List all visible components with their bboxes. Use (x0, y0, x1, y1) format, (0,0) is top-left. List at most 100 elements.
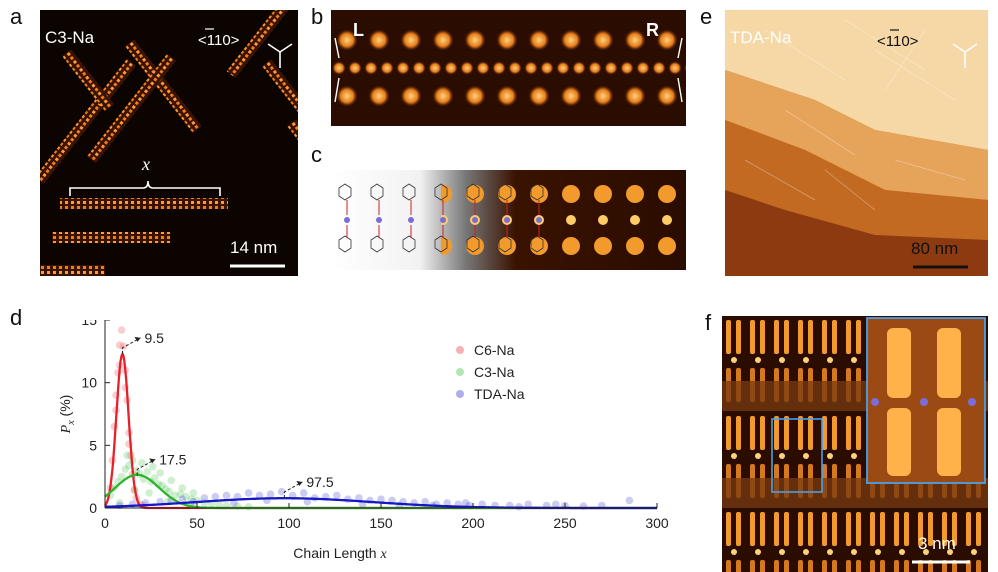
legend-marker (456, 390, 464, 398)
data-point (138, 459, 146, 467)
panel-label-f: f (705, 310, 712, 335)
annotation-label: 17.5 (159, 451, 186, 467)
panel-label-d: d (10, 305, 23, 330)
data-point (277, 487, 286, 496)
data-point (176, 490, 185, 499)
panel-c-pattern (331, 170, 686, 270)
bracket-x-label: x (142, 154, 150, 174)
data-point (421, 497, 429, 506)
panel-c-model-image (331, 170, 686, 270)
inset-molecular-model (871, 328, 976, 476)
legend-marker (456, 368, 464, 376)
x-tick-label: 300 (645, 515, 669, 531)
panel-label-e: e (700, 4, 713, 29)
data-point (156, 469, 164, 477)
x-tick-label: 250 (553, 515, 577, 531)
fit-curve-c6-na (104, 351, 657, 510)
x-tick-label: 150 (369, 515, 393, 531)
panel-label-c: c (311, 142, 322, 167)
data-point (211, 492, 220, 501)
data-point (552, 500, 560, 509)
data-point (119, 342, 128, 351)
data-point (303, 497, 312, 506)
legend-marker (456, 346, 464, 354)
data-point (178, 484, 187, 492)
zoom-region-box (771, 418, 823, 493)
data-point (215, 500, 223, 509)
x-axis-label: Chain Length x (293, 545, 387, 562)
y-tick-label: 0 (89, 500, 97, 516)
data-point (187, 495, 196, 504)
panel-a-direction-label: <110> (198, 32, 240, 49)
data-point (182, 492, 190, 501)
data-point (121, 465, 130, 473)
panel-e-stm-image: TDA-Na <110> 80 nm (725, 10, 988, 276)
data-point (149, 462, 157, 471)
data-point (145, 489, 153, 497)
chain-length-bracket (69, 180, 221, 196)
panel-a-scale-label: 14 nm (230, 238, 278, 257)
annotation-arrowhead (134, 336, 141, 342)
data-point (150, 474, 159, 482)
data-point (524, 500, 532, 509)
annotation-arrow (283, 481, 303, 498)
y-tick-label: 5 (89, 437, 97, 453)
annotation-arrowhead (296, 480, 303, 486)
panel-f-stm-image: 3 nm (722, 316, 988, 572)
legend-label: C3-Na (474, 364, 515, 380)
panel-e-terraces (725, 10, 988, 276)
panel-b-right-tag: R (646, 20, 659, 40)
x-tick-label: 50 (189, 515, 205, 531)
data-point (230, 499, 238, 507)
y-tick-label: 10 (81, 375, 97, 391)
x-tick-label: 200 (461, 515, 485, 531)
data-point (167, 476, 176, 485)
annotation-label: 9.5 (144, 330, 164, 346)
annotation-label: 97.5 (306, 474, 333, 490)
data-point (625, 496, 634, 505)
legend-label: TDA-Na (474, 386, 525, 402)
data-point (115, 499, 124, 507)
data-point (244, 502, 253, 511)
data-point (377, 495, 385, 504)
data-point (123, 451, 131, 460)
panel-e-label: TDA-Na (730, 28, 792, 47)
annotation-arrow (136, 458, 156, 476)
annotation-arrowhead (149, 458, 156, 464)
direction-axes-icon (267, 43, 293, 68)
panel-e-chain-lines (744, 19, 966, 211)
x-tick-label: 100 (277, 515, 301, 531)
panel-label-a: a (10, 4, 23, 29)
data-point (200, 494, 209, 502)
panel-a-label: C3-Na (45, 28, 95, 47)
panel-f-scale-label: 3 nm (918, 534, 956, 553)
y-axis-label: Px (%) (57, 395, 77, 435)
panel-b-stm-image: L R (331, 10, 686, 126)
data-point (443, 499, 452, 507)
data-point (266, 490, 275, 499)
panel-a-overlay (69, 28, 293, 268)
panel-e-scale-label: 80 nm (911, 239, 959, 258)
data-point (115, 341, 124, 349)
panel-f-pattern (722, 316, 988, 572)
panel-b-pattern (331, 10, 686, 126)
data-point (222, 491, 231, 500)
panel-label-b: b (311, 4, 324, 29)
panel-b-left-tag: L (353, 20, 364, 40)
data-point (189, 489, 198, 497)
annotation-arrow (121, 337, 141, 354)
data-point (117, 326, 126, 334)
data-point (125, 461, 133, 470)
c3-na-chain (40, 10, 298, 276)
panel-a-chains (40, 10, 298, 276)
data-point (178, 495, 187, 504)
data-point (333, 491, 341, 500)
data-point (461, 499, 470, 507)
data-point (143, 467, 152, 476)
data-point (171, 491, 179, 500)
data-point (299, 489, 308, 497)
direction-axes-icon (952, 43, 978, 68)
chirality-arrows (334, 37, 683, 103)
data-point (117, 472, 126, 481)
x-tick-label: 0 (101, 515, 109, 531)
